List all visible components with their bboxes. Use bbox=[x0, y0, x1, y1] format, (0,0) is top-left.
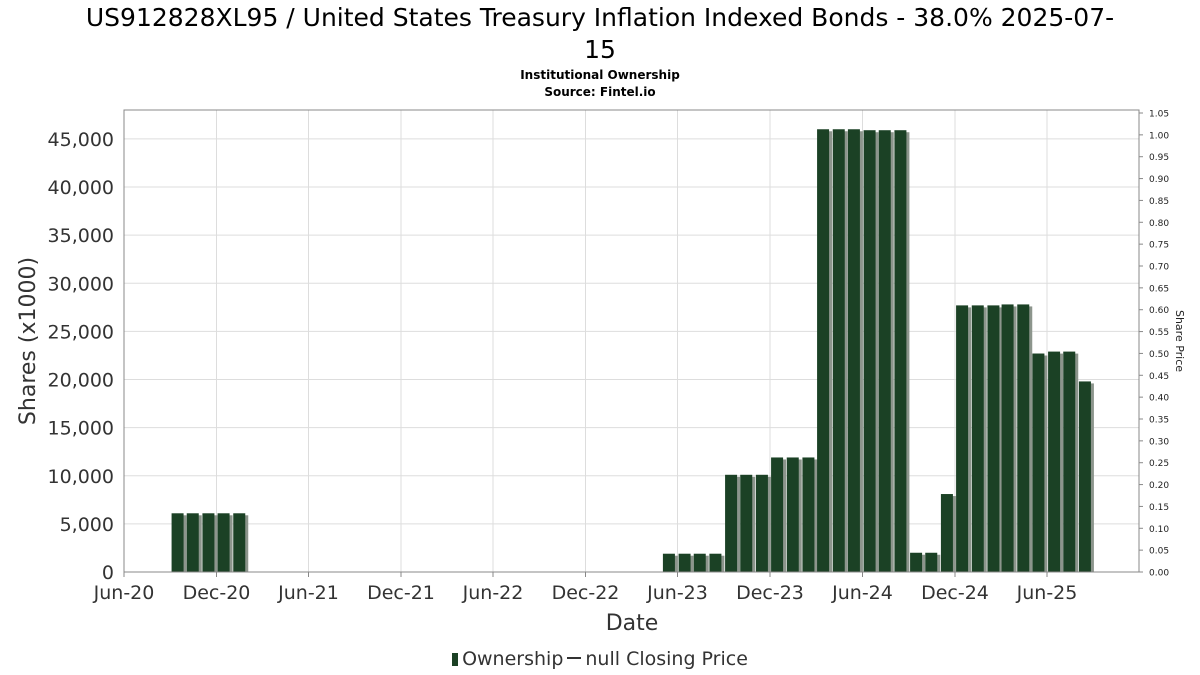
chart-title: US912828XL95 / United States Treasury In… bbox=[0, 2, 1200, 66]
x-tick-label: Dec-23 bbox=[736, 582, 804, 604]
x-tick-label: Jun-21 bbox=[277, 582, 339, 604]
ownership-bar bbox=[186, 513, 199, 572]
plot-frame bbox=[123, 109, 1140, 573]
y2-tick-label: 0.35 bbox=[1149, 416, 1169, 426]
ownership-bar bbox=[971, 305, 984, 572]
ownership-bar bbox=[709, 553, 722, 572]
ownership-bar bbox=[786, 457, 799, 572]
ownership-bar bbox=[693, 553, 706, 572]
chart-subtitle: Institutional Ownership bbox=[520, 68, 680, 82]
ownership-bar bbox=[662, 553, 675, 572]
ownership-legend-swatch bbox=[452, 653, 459, 666]
y2-tick-label: 0.65 bbox=[1149, 284, 1169, 294]
y-tick-label: 25,000 bbox=[48, 321, 114, 343]
y2-tick-label: 0.80 bbox=[1149, 219, 1169, 229]
ownership-bar bbox=[1032, 353, 1045, 572]
x-tick-label: Jun-22 bbox=[462, 582, 524, 604]
x-tick-label: Dec-24 bbox=[921, 582, 989, 604]
ownership-bar bbox=[755, 474, 768, 572]
y2-axis-title: Share Price bbox=[1173, 310, 1186, 372]
ownership-bar bbox=[1063, 351, 1076, 572]
y2-tick-label: 0.15 bbox=[1149, 503, 1169, 513]
ownership-bar bbox=[956, 305, 969, 572]
y2-tick-label: 1.05 bbox=[1149, 110, 1169, 120]
y-tick-label: 5,000 bbox=[60, 514, 114, 536]
x-tick-label: Dec-20 bbox=[183, 582, 251, 604]
ownership-bar bbox=[202, 513, 215, 572]
ownership-bar bbox=[817, 129, 830, 572]
ownership-bar bbox=[1078, 381, 1091, 572]
y2-tick-label: 0.30 bbox=[1149, 437, 1169, 447]
ownership-bar bbox=[740, 474, 753, 572]
chart-title-line2: 15 bbox=[584, 35, 616, 64]
y2-tick-label: 0.70 bbox=[1149, 263, 1169, 273]
ownership-bar bbox=[878, 130, 891, 572]
ownership-bar bbox=[678, 553, 691, 572]
ownership-legend-label: Ownership bbox=[462, 648, 564, 670]
x-axis-title: Date bbox=[606, 611, 659, 636]
price-legend-label: null Closing Price bbox=[585, 648, 748, 670]
y2-tick-label: 0.55 bbox=[1149, 328, 1169, 338]
y-tick-label: 0 bbox=[102, 562, 114, 584]
ownership-bar bbox=[1001, 304, 1014, 572]
ownership-bar bbox=[233, 513, 246, 572]
y-axis-title: Shares (x1000) bbox=[16, 257, 41, 425]
y2-tick-label: 0.45 bbox=[1149, 372, 1169, 382]
y2-tick-label: 0.10 bbox=[1149, 525, 1169, 535]
y2-tick-label: 0.85 bbox=[1149, 197, 1169, 207]
chart-title-line1: US912828XL95 / United States Treasury In… bbox=[85, 3, 1115, 32]
y-tick-label: 30,000 bbox=[48, 273, 114, 295]
y2-tick-label: 0.20 bbox=[1149, 481, 1169, 491]
legend: Ownership null Closing Price bbox=[0, 648, 1200, 670]
ownership-bar bbox=[910, 552, 923, 572]
price-legend-swatch bbox=[567, 657, 582, 659]
x-tick-label: Jun-24 bbox=[831, 582, 893, 604]
ownership-bar bbox=[940, 494, 953, 572]
y-tick-label: 15,000 bbox=[48, 418, 114, 440]
x-tick-label: Jun-25 bbox=[1016, 582, 1078, 604]
y2-tick-label: 0.05 bbox=[1149, 547, 1169, 557]
ownership-bar bbox=[1017, 304, 1030, 572]
y2-tick-label: 0.00 bbox=[1149, 569, 1169, 579]
y2-tick-label: 0.95 bbox=[1149, 153, 1169, 163]
y-tick-label: 20,000 bbox=[48, 370, 114, 392]
y2-tick-label: 1.00 bbox=[1149, 131, 1169, 141]
ownership-bar bbox=[802, 457, 815, 572]
y2-tick-label: 0.60 bbox=[1149, 306, 1169, 316]
y2-tick-label: 0.90 bbox=[1149, 175, 1169, 185]
chart-source: Source: Fintel.io bbox=[544, 85, 656, 99]
y2-tick-label: 0.40 bbox=[1149, 394, 1169, 404]
ownership-bar bbox=[987, 305, 1000, 572]
y2-tick-label: 0.50 bbox=[1149, 350, 1169, 360]
x-tick-label: Jun-23 bbox=[646, 582, 708, 604]
ownership-bar bbox=[847, 129, 860, 572]
y-tick-label: 45,000 bbox=[48, 129, 114, 151]
ownership-bar bbox=[171, 513, 184, 572]
ownership-bar bbox=[925, 552, 938, 572]
y-tick-label: 10,000 bbox=[48, 466, 114, 488]
ownership-bar bbox=[863, 130, 876, 572]
ownership-bar bbox=[1048, 351, 1061, 572]
y-tick-label: 40,000 bbox=[48, 177, 114, 199]
x-tick-label: Dec-22 bbox=[552, 582, 620, 604]
ownership-bar bbox=[832, 129, 845, 572]
y-tick-label: 35,000 bbox=[48, 225, 114, 247]
ownership-bar bbox=[217, 513, 230, 572]
ownership-bar bbox=[894, 130, 907, 572]
ownership-bar bbox=[771, 457, 784, 572]
x-tick-label: Jun-20 bbox=[93, 582, 155, 604]
ownership-bar bbox=[725, 474, 738, 572]
y2-tick-label: 0.25 bbox=[1149, 459, 1169, 469]
x-tick-label: Dec-21 bbox=[367, 582, 435, 604]
y2-tick-label: 0.75 bbox=[1149, 241, 1169, 251]
